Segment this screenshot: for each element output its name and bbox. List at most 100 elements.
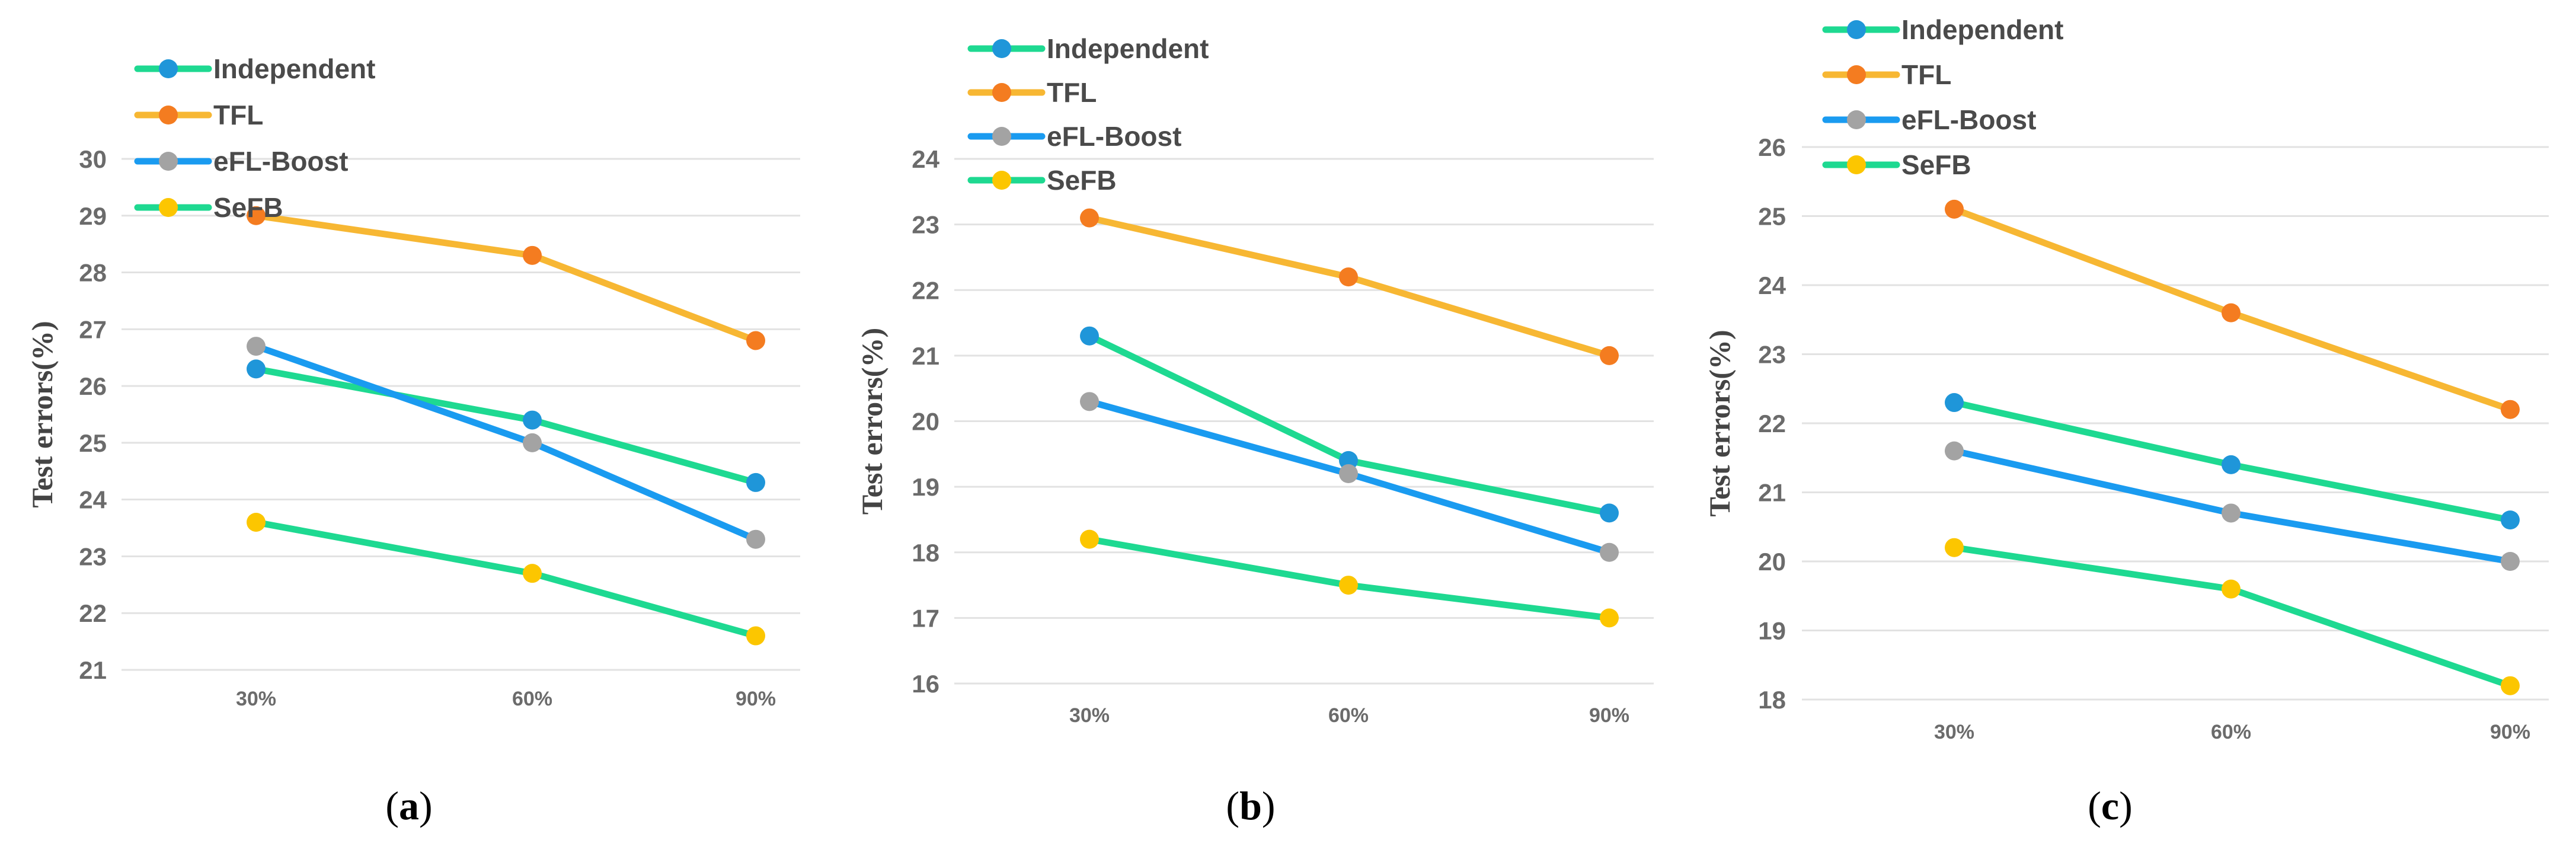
x-tick-label: 90% bbox=[736, 688, 776, 710]
y-tick-label: 30 bbox=[79, 145, 107, 173]
legend-item-independent: Independent bbox=[1822, 14, 2063, 45]
legend-marker bbox=[992, 127, 1011, 146]
data-point-sefb bbox=[247, 512, 266, 532]
data-point-efl-boost bbox=[2222, 503, 2241, 523]
panel-label: (c) bbox=[2088, 783, 2133, 828]
data-point-efl-boost bbox=[1339, 464, 1358, 483]
x-tick-label: 30% bbox=[1069, 704, 1110, 727]
data-point-sefb bbox=[1080, 529, 1099, 549]
x-tick-label: 60% bbox=[2211, 721, 2251, 743]
legend-marker bbox=[1847, 155, 1866, 174]
series-line-sefb bbox=[1951, 544, 2514, 689]
y-tick-label: 23 bbox=[912, 211, 939, 239]
data-point-sefb bbox=[523, 564, 542, 583]
data-point-sefb bbox=[746, 626, 765, 646]
legend-marker bbox=[1847, 65, 1866, 84]
data-point-efl-boost bbox=[1080, 392, 1099, 411]
legend-label: SeFB bbox=[1901, 149, 1971, 180]
y-tick-label: 24 bbox=[912, 145, 939, 173]
data-point-tfl bbox=[1945, 199, 1964, 219]
legend-marker bbox=[159, 59, 178, 78]
y-tick-label: 26 bbox=[79, 372, 107, 400]
data-point-sefb bbox=[2222, 579, 2241, 599]
data-point-independent bbox=[247, 359, 266, 379]
legend-label: Independent bbox=[1047, 33, 1209, 64]
y-tick-label: 25 bbox=[1758, 203, 1786, 231]
x-tick-label: 90% bbox=[1589, 704, 1629, 727]
legend-label: eFL-Boost bbox=[1047, 121, 1181, 152]
y-tick-label: 20 bbox=[1758, 548, 1786, 576]
series-line-tfl bbox=[253, 212, 759, 344]
legend-item-sefb: SeFB bbox=[1822, 149, 1971, 180]
y-tick-label: 19 bbox=[1758, 617, 1786, 645]
y-tick-label: 22 bbox=[79, 599, 107, 627]
data-point-independent bbox=[2222, 455, 2241, 474]
y-axis-label: Test errors(%) bbox=[25, 321, 59, 507]
legend-label: TFL bbox=[1901, 59, 1951, 90]
y-tick-label: 17 bbox=[912, 604, 939, 632]
legend-marker bbox=[159, 198, 178, 217]
data-point-independent bbox=[1339, 451, 1358, 470]
data-point-tfl bbox=[1339, 267, 1358, 287]
data-point-tfl bbox=[2222, 303, 2241, 322]
data-point-tfl bbox=[247, 206, 266, 225]
y-tick-label: 22 bbox=[912, 276, 939, 304]
y-tick-label: 28 bbox=[79, 259, 107, 287]
data-point-tfl bbox=[1600, 346, 1619, 365]
y-axis-label: Test errors(%) bbox=[855, 328, 889, 515]
data-point-independent bbox=[1945, 393, 1964, 413]
data-point-tfl bbox=[2501, 400, 2520, 419]
data-point-sefb bbox=[1600, 608, 1619, 628]
data-point-tfl bbox=[523, 245, 542, 265]
chart-panel-c: 18 19 20 21 22 23 24 25 26 30% 60% 90% Test errors(%… bbox=[1703, 14, 2549, 828]
legend-marker bbox=[992, 83, 1011, 102]
legend-label: Independent bbox=[213, 53, 375, 84]
legend-label: SeFB bbox=[213, 192, 283, 223]
legend-label: TFL bbox=[1047, 77, 1097, 108]
legend-item-sefb: SeFB bbox=[967, 165, 1117, 196]
x-tick-label: 30% bbox=[236, 688, 276, 710]
y-tick-label: 21 bbox=[1758, 479, 1786, 507]
x-tick-label: 60% bbox=[1328, 704, 1369, 727]
series-line-sefb bbox=[253, 519, 759, 640]
legend-marker bbox=[1847, 20, 1866, 39]
panel-label: (b) bbox=[1226, 783, 1275, 828]
y-tick-label: 18 bbox=[1758, 686, 1786, 714]
legend-marker bbox=[1847, 110, 1866, 129]
data-point-sefb bbox=[1945, 538, 1964, 557]
y-tick-label: 20 bbox=[912, 408, 939, 436]
y-tick-label: 24 bbox=[1758, 272, 1786, 299]
data-point-independent bbox=[1080, 326, 1099, 346]
y-tick-label: 22 bbox=[1758, 410, 1786, 438]
chart-panel-a: 21 22 23 24 25 26 27 28 29 30 30% 60% 90% Test errors… bbox=[25, 53, 800, 828]
data-point-independent bbox=[523, 410, 542, 430]
y-tick-label: 24 bbox=[79, 486, 107, 514]
data-point-independent bbox=[2501, 510, 2520, 530]
data-point-efl-boost bbox=[247, 337, 266, 356]
x-tick-label: 60% bbox=[512, 688, 552, 710]
legend-item-efl-boost: eFL-Boost bbox=[967, 121, 1181, 152]
legend-item-efl-boost: eFL-Boost bbox=[134, 146, 348, 177]
data-point-tfl bbox=[1080, 208, 1099, 228]
y-tick-label: 21 bbox=[79, 656, 107, 684]
legend-item-tfl: TFL bbox=[967, 77, 1097, 108]
legend-item-tfl: TFL bbox=[134, 100, 263, 130]
legend-item-tfl: TFL bbox=[1822, 59, 1951, 90]
legend-marker bbox=[159, 106, 178, 124]
data-point-efl-boost bbox=[523, 433, 542, 452]
y-tick-label: 26 bbox=[1758, 133, 1786, 161]
legend-label: eFL-Boost bbox=[213, 146, 348, 177]
y-tick-label: 29 bbox=[79, 202, 107, 230]
data-point-efl-boost bbox=[746, 529, 765, 549]
legend-item-independent: Independent bbox=[967, 33, 1209, 64]
data-point-efl-boost bbox=[1945, 441, 1964, 461]
data-point-sefb bbox=[2501, 676, 2520, 695]
y-tick-label: 16 bbox=[912, 670, 939, 698]
legend-marker bbox=[992, 171, 1011, 190]
legend-marker bbox=[159, 152, 178, 171]
y-tick-label: 19 bbox=[912, 473, 939, 501]
y-axis-label: Test errors(%) bbox=[1703, 330, 1736, 516]
data-point-independent bbox=[1600, 503, 1619, 523]
legend-item-sefb: SeFB bbox=[134, 192, 283, 223]
